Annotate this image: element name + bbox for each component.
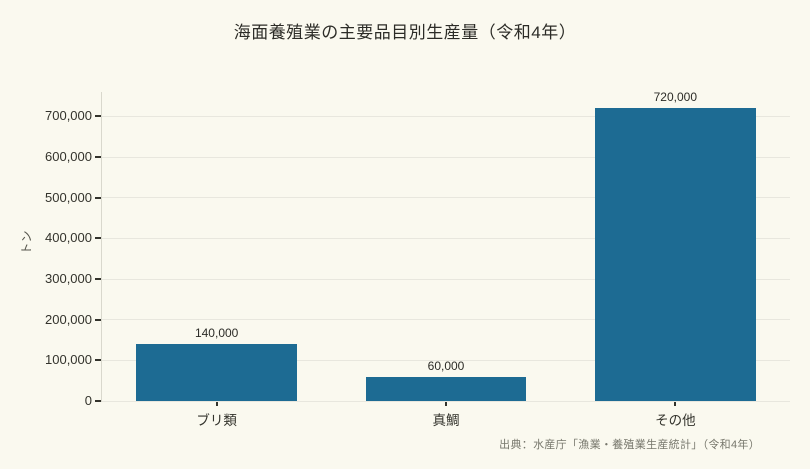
- bar-その他: [595, 108, 756, 401]
- y-axis-spine: [101, 92, 102, 402]
- y-tick-label: 600,000: [45, 149, 92, 165]
- gridline: [102, 278, 790, 280]
- y-axis: 0 100,000 200,000 300,000 400,000 500,000 600,…: [0, 92, 92, 408]
- gridline: [102, 197, 790, 199]
- gridline: [102, 359, 790, 361]
- y-tick-label: 100,000: [45, 352, 92, 368]
- y-tick-label: 200,000: [45, 311, 92, 327]
- y-axis-title: トン: [19, 230, 34, 255]
- y-tick-label: 700,000: [45, 108, 92, 124]
- x-axis-label: 真鯛: [432, 413, 460, 428]
- x-axis-label: ブリ類: [196, 413, 237, 428]
- chart-title: 海面養殖業の主要品目別生産量（令和4年）: [233, 23, 577, 42]
- bar-value-label: 140,000: [194, 326, 239, 341]
- y-tick-label: 400,000: [45, 230, 92, 246]
- y-tick-mark: [95, 196, 101, 199]
- y-tick-mark: [95, 318, 101, 321]
- gridline: [102, 156, 790, 158]
- source-note: 出典：水産庁「漁業・養殖業生産統計」（令和4年）: [499, 439, 760, 451]
- y-tick-mark: [95, 400, 101, 402]
- gridline: [102, 237, 790, 239]
- x-tick-mark: [445, 402, 447, 406]
- gridline: [102, 400, 790, 402]
- x-tick-mark: [674, 402, 677, 406]
- y-tick-mark: [95, 156, 101, 159]
- y-tick-mark: [95, 115, 101, 118]
- x-axis-label: その他: [655, 413, 696, 428]
- gridline: [102, 115, 790, 117]
- plot-area: 140,000 ブリ類 60,000 真鯛 720,000 その他: [95, 90, 790, 428]
- bar-value-label: 60,000: [427, 358, 465, 373]
- y-tick-mark: [95, 237, 101, 240]
- y-tick-mark: [95, 359, 101, 362]
- y-tick-label: 500,000: [45, 189, 92, 205]
- gridline: [102, 319, 790, 321]
- y-tick-label: 0: [84, 393, 92, 408]
- bar-ブリ類: [136, 344, 297, 401]
- x-tick-mark: [215, 402, 218, 406]
- y-tick-mark: [95, 278, 101, 281]
- bar-真鯛: [365, 376, 527, 401]
- bar-value-label: 720,000: [653, 90, 698, 105]
- y-tick-label: 300,000: [45, 271, 92, 287]
